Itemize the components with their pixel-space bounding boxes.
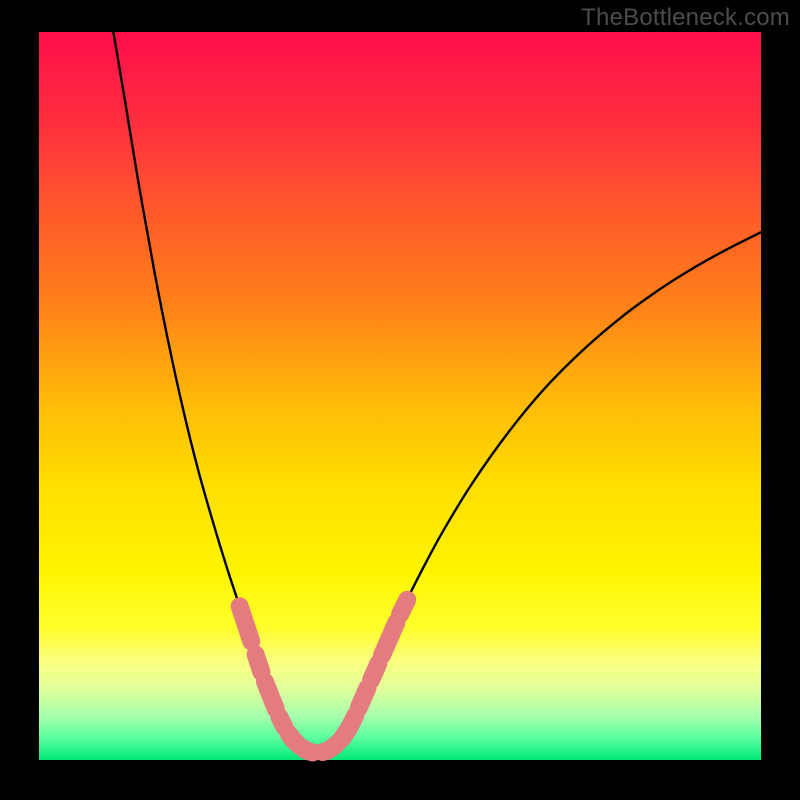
plot-background (39, 32, 761, 760)
curve-marker (400, 600, 407, 615)
curve-marker (256, 654, 262, 671)
curve-marker (303, 748, 312, 752)
curve-marker (359, 688, 368, 708)
curve-marker (279, 717, 284, 727)
bottleneck-chart (0, 0, 800, 800)
curve-marker (265, 682, 276, 709)
curve-marker (240, 606, 252, 641)
watermark-text: TheBottleneck.com (581, 4, 790, 32)
curve-marker (371, 664, 378, 680)
